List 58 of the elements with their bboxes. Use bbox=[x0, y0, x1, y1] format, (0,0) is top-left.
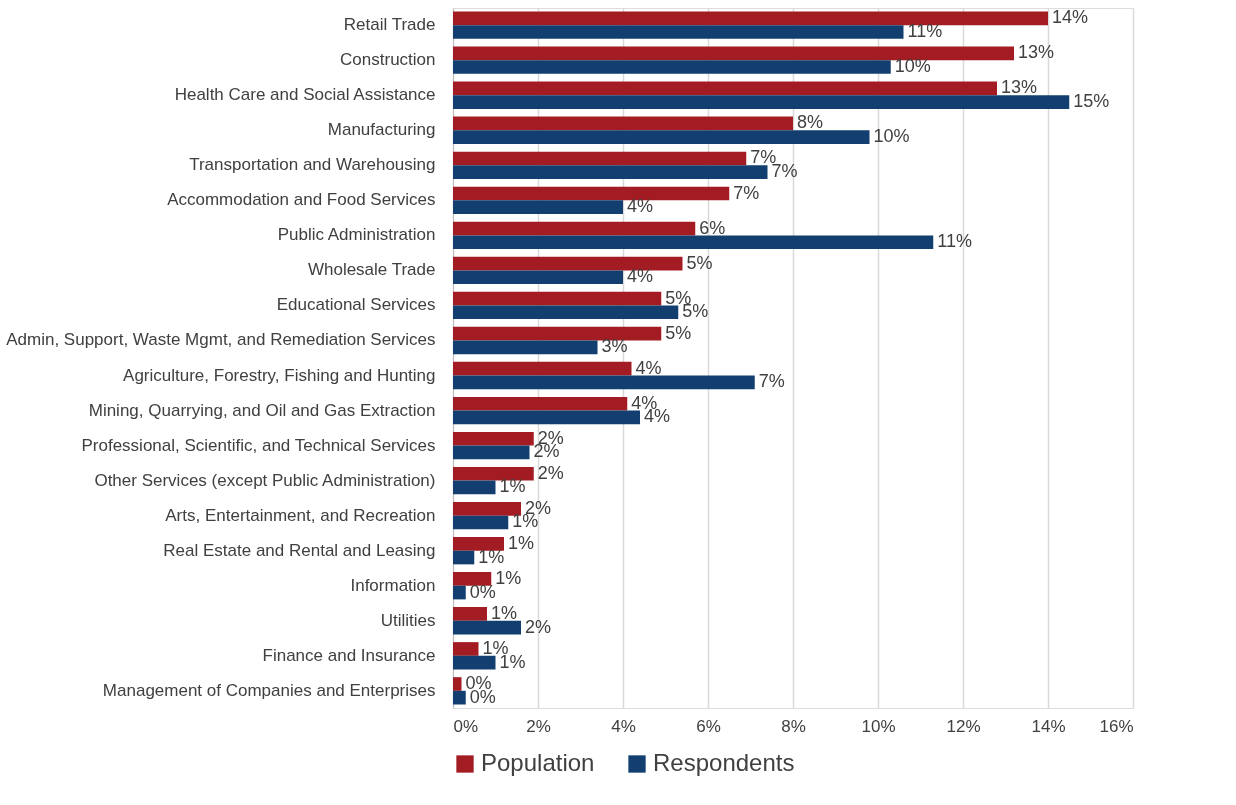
x-tick-label: 16% bbox=[1099, 716, 1134, 736]
x-tick-label: 4% bbox=[611, 716, 636, 736]
data-label: 14% bbox=[1052, 7, 1089, 28]
x-tick-label: 14% bbox=[1031, 716, 1066, 736]
y-tick-label: Health Care and Social Assistance bbox=[174, 85, 436, 105]
x-tick-label: 2% bbox=[526, 716, 551, 736]
y-tick-label: Educational Services bbox=[276, 295, 436, 315]
data-label: 0% bbox=[469, 581, 496, 602]
data-label: 13% bbox=[1018, 42, 1055, 63]
x-tick-label: 12% bbox=[946, 716, 981, 736]
data-label: 13% bbox=[1001, 77, 1038, 98]
y-tick-label: Other Services (except Public Administration) bbox=[94, 470, 436, 490]
y-tick-label: Public Administration bbox=[277, 225, 436, 245]
data-label: 7% bbox=[758, 371, 785, 392]
y-tick-label: Manufacturing bbox=[327, 120, 436, 140]
data-label: 5% bbox=[686, 252, 713, 273]
data-label: 2% bbox=[525, 616, 552, 637]
y-tick-label: Arts, Entertainment, and Recreation bbox=[165, 505, 436, 525]
data-label: 1% bbox=[508, 532, 535, 553]
y-tick-label: Utilities bbox=[380, 610, 436, 630]
x-tick-label: 0% bbox=[453, 716, 479, 736]
data-label: 7% bbox=[750, 147, 777, 168]
y-tick-label: Wholesale Trade bbox=[307, 260, 436, 280]
y-tick-label: Construction bbox=[340, 50, 436, 70]
legend-label: Respondents bbox=[653, 749, 795, 776]
y-tick-label: Agriculture, Forestry, Fishing and Hunting bbox=[123, 365, 436, 385]
y-tick-label: Professional, Scientific, and Technical Services bbox=[81, 435, 436, 455]
data-label: 1% bbox=[478, 546, 505, 567]
y-tick-label: Accommodation and Food Services bbox=[167, 190, 436, 210]
data-label: 11% bbox=[907, 21, 943, 41]
x-tick-label: 6% bbox=[696, 716, 721, 736]
y-tick-label: Retail Trade bbox=[343, 15, 436, 35]
data-label: 6% bbox=[699, 217, 726, 238]
data-label: 2% bbox=[537, 462, 564, 483]
data-label: 1% bbox=[491, 602, 518, 623]
data-label: 1% bbox=[495, 567, 522, 588]
data-label: 4% bbox=[635, 357, 662, 378]
y-tick-label: Finance and Insurance bbox=[262, 645, 436, 665]
data-label: 15% bbox=[1073, 91, 1110, 112]
x-tick-label: 8% bbox=[781, 716, 806, 736]
data-label: 3% bbox=[601, 336, 628, 357]
data-label: 4% bbox=[627, 196, 654, 217]
y-tick-label: Information bbox=[350, 575, 436, 595]
y-tick-label: Mining, Quarrying, and Oil and Gas Extraction bbox=[88, 400, 436, 420]
data-label: 1% bbox=[499, 476, 526, 497]
y-tick-label: Management of Companies and Enterprises bbox=[102, 680, 436, 700]
legend-label: Population bbox=[481, 749, 595, 776]
data-label: 5% bbox=[665, 322, 692, 343]
y-tick-label: Transportation and Warehousing bbox=[189, 155, 436, 175]
data-label: 10% bbox=[873, 126, 910, 147]
data-label: 4% bbox=[627, 266, 654, 287]
data-label: 11% bbox=[937, 231, 972, 252]
y-tick-label: Real Estate and Rental and Leasing bbox=[163, 540, 436, 560]
x-tick-label: 10% bbox=[861, 716, 896, 736]
data-label: 8% bbox=[797, 112, 824, 133]
data-label: 7% bbox=[733, 182, 760, 203]
y-tick-label: Admin, Support, Waste Mgmt, and Remediation Services bbox=[6, 330, 436, 350]
data-label: 10% bbox=[894, 56, 931, 77]
